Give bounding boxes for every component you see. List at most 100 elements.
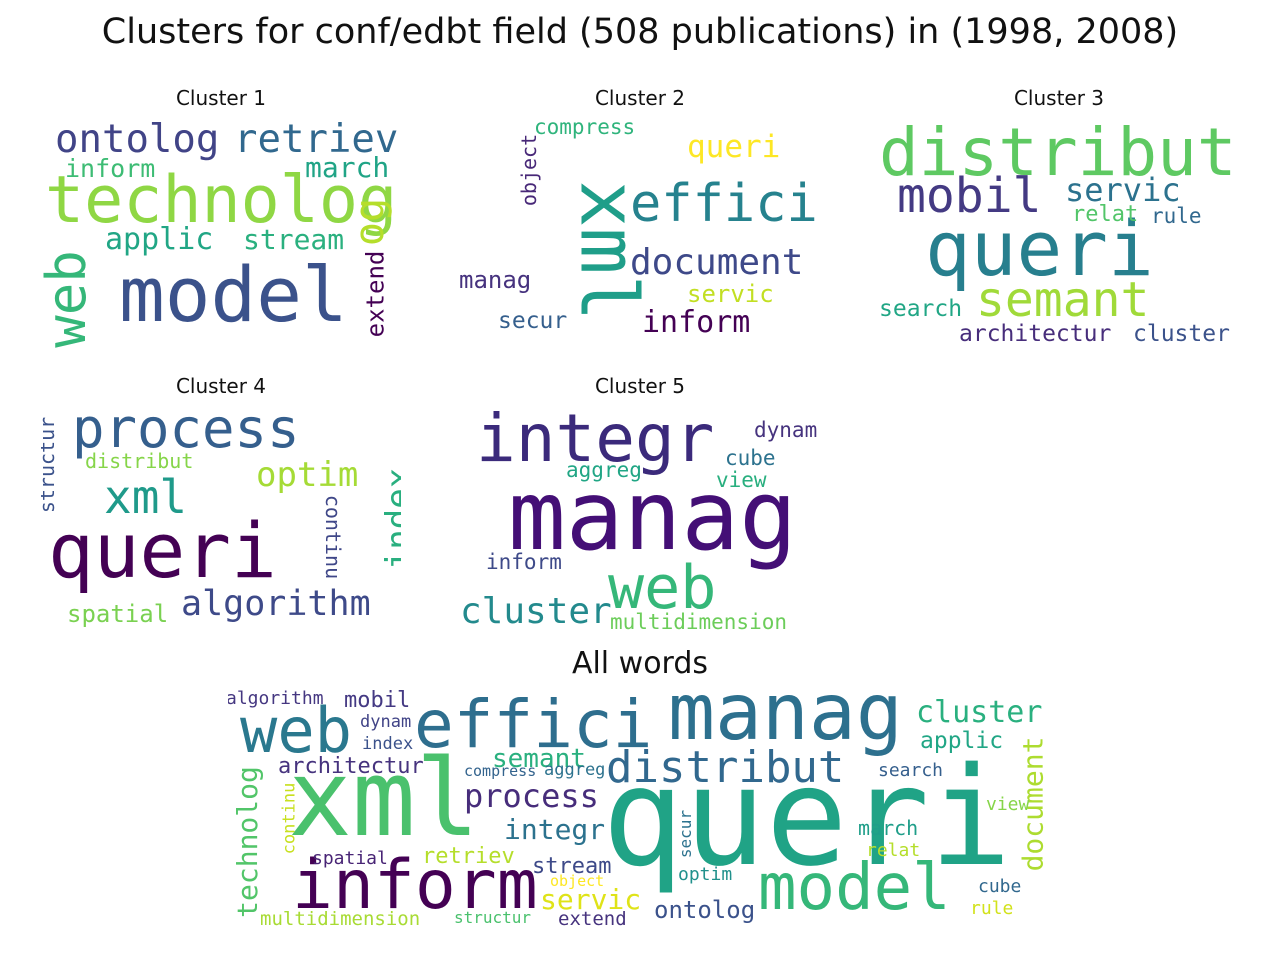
word-cloud-term: inform <box>486 550 562 574</box>
word-cloud-term: march <box>858 816 919 840</box>
word-cloud-term: view <box>716 468 767 492</box>
word-cloud-term: architectur <box>278 754 424 779</box>
word-cloud-term: effici <box>630 174 818 234</box>
figure-title: Clusters for conf/edbt field (508 public… <box>101 12 1179 52</box>
all-words-word-cloud: queri xml manag effici web inform model … <box>228 680 1058 936</box>
word-cloud-term: og <box>347 197 394 247</box>
word-cloud-term: march <box>305 151 390 184</box>
cluster-4-word-cloud: process xml queri optim index algorithm … <box>41 400 401 636</box>
word-cloud-term: xml <box>104 470 188 524</box>
word-cloud-term: servic <box>687 280 774 308</box>
word-cloud-term: search <box>879 296 963 322</box>
word-cloud-term: cluster <box>916 695 1043 730</box>
word-cloud-term: algorithm <box>181 584 371 624</box>
word-cloud-term: manag <box>460 266 532 294</box>
word-cloud-term: cube <box>725 446 776 470</box>
all-words-title: All words <box>571 646 709 681</box>
word-cloud-term: manag <box>668 680 903 758</box>
word-cloud-term: queri <box>925 204 1154 293</box>
word-cloud-term: stream <box>532 854 612 879</box>
word-cloud-term: algorithm <box>228 688 324 709</box>
word-cloud-term: compress <box>534 115 636 139</box>
word-cloud-term: web <box>608 553 717 623</box>
word-cloud-term: distribut <box>879 114 1237 191</box>
cluster-5-title: Cluster 5 <box>594 374 686 398</box>
word-cloud-term: cube <box>978 876 1022 897</box>
word-cloud-term: view <box>986 794 1030 815</box>
word-cloud-term: inform <box>292 846 538 925</box>
word-cloud-term: semant <box>492 744 586 774</box>
word-cloud-term: compress <box>464 762 537 780</box>
word-cloud-term: relat <box>1072 202 1139 227</box>
word-cloud-term: cluster <box>1133 321 1230 347</box>
word-cloud-term: retriev <box>234 117 399 162</box>
word-cloud-term: object <box>550 872 605 890</box>
word-cloud-term: optim <box>256 455 359 495</box>
word-cloud-term: technolog <box>230 766 264 918</box>
cluster-5-word-cloud: integr manag web cluster multidimension … <box>460 400 820 636</box>
word-cloud-term: queri <box>687 129 781 165</box>
word-cloud-term: distribut <box>85 449 194 473</box>
cluster-1-word-cloud: technolog model ontolog retriev web appl… <box>41 112 401 348</box>
word-cloud-term: web <box>41 250 98 348</box>
cluster-3-title: Cluster 3 <box>1013 86 1105 110</box>
word-cloud-term: effici <box>414 686 653 763</box>
word-cloud-term: model <box>758 851 951 925</box>
word-cloud-term: process <box>464 777 599 815</box>
word-cloud-term: index <box>379 467 401 571</box>
word-cloud-term: queri <box>48 506 277 595</box>
word-cloud-term: aggreg <box>544 760 606 780</box>
word-cloud-term: stream <box>243 223 345 256</box>
word-cloud-term: architectur <box>959 321 1112 347</box>
word-cloud-term: extend <box>361 250 390 338</box>
word-cloud-term: mobil <box>897 168 1042 224</box>
word-cloud-term: document <box>630 242 804 283</box>
word-cloud-term: servic <box>540 883 642 916</box>
word-cloud-term: distribut <box>606 742 845 793</box>
word-cloud-term: xml <box>288 737 480 860</box>
word-cloud-term: integr <box>504 813 606 846</box>
word-cloud-term: applic <box>105 222 214 257</box>
word-cloud-term: semant <box>976 272 1150 328</box>
word-cloud-term: multidimension <box>260 908 421 930</box>
word-cloud-term: model <box>119 250 348 339</box>
word-cloud-term: manag <box>508 460 797 572</box>
word-cloud-term: structur <box>41 416 60 514</box>
word-cloud-term: spatial <box>312 848 388 869</box>
word-cloud-term: optim <box>678 864 733 885</box>
word-cloud-term: process <box>72 400 300 460</box>
word-cloud-term: applic <box>920 728 1004 754</box>
cluster-2-title: Cluster 2 <box>594 86 686 110</box>
word-cloud-term: object <box>517 133 542 207</box>
word-cloud-term: rule <box>1151 204 1202 228</box>
word-cloud-term: servic <box>1065 171 1181 209</box>
word-cloud-term: extend <box>558 908 627 930</box>
word-cloud-term: web <box>240 694 352 767</box>
word-cloud-term: ontolog <box>55 117 220 162</box>
word-cloud-term: spatial <box>67 600 169 628</box>
word-cloud-term: queri <box>602 739 1012 897</box>
cluster-3-word-cloud: distribut queri mobil servic relat rule … <box>879 112 1239 348</box>
word-cloud-term: integr <box>476 400 715 477</box>
word-cloud-term: search <box>878 760 944 781</box>
word-cloud-term: technolog <box>45 163 398 238</box>
word-cloud-term: inform <box>65 154 156 183</box>
word-cloud-term: relat <box>866 840 921 861</box>
word-cloud-term: dynam <box>360 712 412 732</box>
cluster-4-title: Cluster 4 <box>175 374 267 398</box>
word-cloud-term: ontolog <box>654 896 756 924</box>
word-cloud-term: cluster <box>460 591 612 632</box>
word-cloud-term: dynam <box>754 418 818 442</box>
word-cloud-term: structur <box>454 908 532 927</box>
word-cloud-term: rule <box>970 898 1014 919</box>
word-cloud-term: aggreg <box>566 458 642 482</box>
word-cloud-term: inform <box>642 305 751 340</box>
word-cloud-term: continu <box>279 782 300 855</box>
cluster-2-word-cloud: xml effici document queri compress objec… <box>460 112 820 348</box>
word-cloud-term: retriev <box>422 844 515 869</box>
word-cloud-term: continu <box>321 494 346 580</box>
word-cloud-term: index <box>362 734 414 754</box>
word-cloud-term: mobil <box>344 688 411 713</box>
word-cloud-term: secur <box>676 809 696 859</box>
word-cloud-term: multidimension <box>610 610 788 634</box>
